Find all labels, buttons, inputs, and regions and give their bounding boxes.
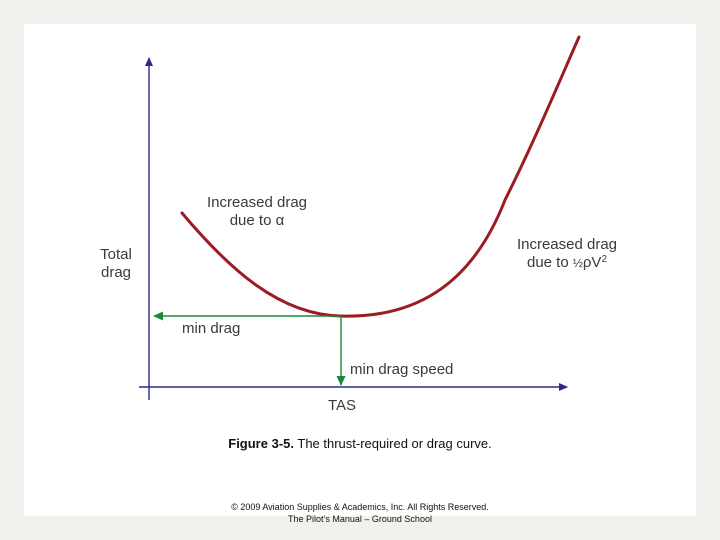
right-annotation-rho: ρ [582,254,592,271]
figure-number: Figure 3-5. [228,436,294,451]
slide-background [24,24,696,516]
y-axis-label: Total drag [96,246,136,282]
right-annotation: Increased drag due to ½ρV2 [503,236,631,272]
left-annotation-line1: Increased drag [206,194,308,211]
right-annotation-prefix: due to [526,254,573,271]
right-annotation-line1: Increased drag [516,236,618,253]
left-annotation-line2: due to α [229,212,285,229]
left-annotation: Increased drag due to α [193,194,321,230]
figure-caption: Figure 3-5. The thrust-required or drag … [0,436,720,451]
right-annotation-v: V [591,254,602,271]
x-axis-label: TAS [328,397,357,414]
y-axis-label-line2: drag [100,264,132,281]
figure-caption-text: The thrust-required or drag curve. [294,436,492,451]
drag-curve [180,35,581,318]
right-annotation-line2: due to ½ρV2 [503,254,631,272]
right-annotation-fraction: ½ [572,256,583,270]
y-axis-label-line1: Total [100,246,132,263]
book-title-line: The Pilot’s Manual – Ground School [288,514,432,524]
min-drag-speed-label: min drag speed [350,361,454,378]
copyright-line: © 2009 Aviation Supplies & Academics, In… [231,502,489,512]
right-annotation-exponent: 2 [601,254,607,265]
min-drag-label: min drag [182,320,241,337]
